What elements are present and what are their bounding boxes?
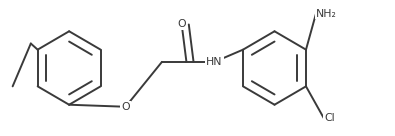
Text: NH₂: NH₂ [316, 9, 337, 19]
Text: Cl: Cl [324, 113, 335, 123]
Text: O: O [121, 102, 130, 112]
Text: O: O [177, 19, 186, 30]
Text: HN: HN [206, 57, 223, 67]
